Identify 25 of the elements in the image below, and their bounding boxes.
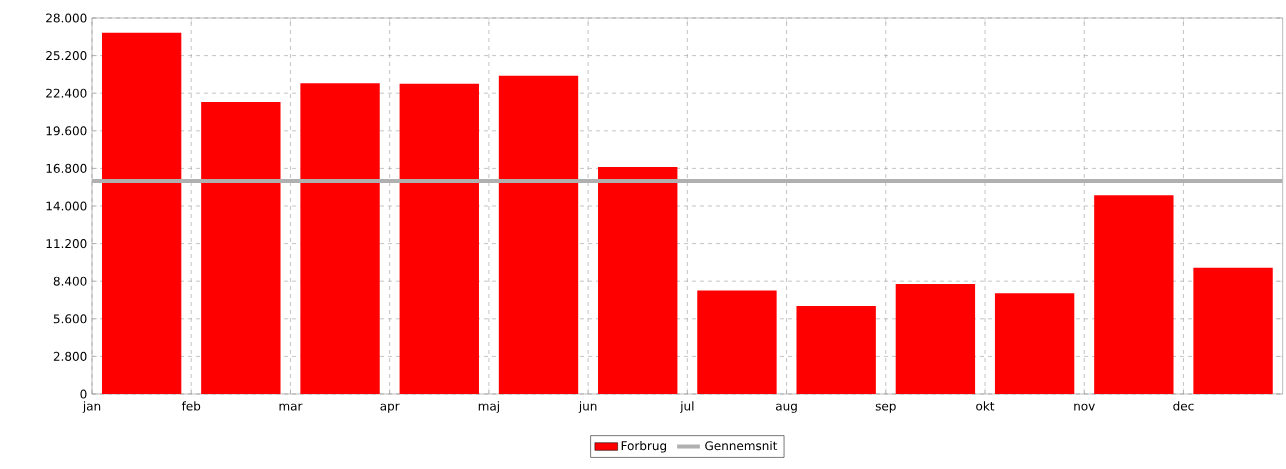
y-tick-label: 11.200	[46, 239, 87, 249]
x-tick-label: maj	[478, 401, 499, 413]
y-tick-label: 22.400	[46, 88, 87, 98]
legend-label: Gennemsnit	[705, 440, 778, 451]
x-tick-label: mar	[279, 403, 303, 411]
y-tick-label: 0	[80, 389, 87, 399]
y-tick-label: 8.400	[53, 276, 87, 286]
x-tick-label: jun	[578, 401, 597, 413]
y-tick-label: 2.800	[53, 351, 87, 361]
y-tick-label: 28.000	[46, 13, 87, 23]
x-tick-label: okt	[976, 401, 995, 411]
legend-label: Forbrug	[621, 440, 667, 453]
x-tick-label: nov	[1074, 403, 1095, 411]
y-tick-label: 25.200	[46, 51, 87, 61]
x-tick-label: jan	[82, 401, 101, 413]
y-tick-label: 19.600	[46, 126, 87, 136]
y-tick-label: 5.600	[53, 314, 87, 324]
x-tick-label: feb	[181, 401, 201, 411]
x-tick-label: jul	[679, 401, 694, 413]
x-tick-label: dec	[1173, 401, 1194, 411]
x-tick-label: apr	[380, 403, 400, 413]
y-tick-label: 16.800	[46, 163, 87, 173]
x-tick-label: sep	[875, 403, 896, 413]
y-tick-label: 14.000	[46, 201, 87, 211]
x-tick-label: aug	[775, 403, 797, 413]
